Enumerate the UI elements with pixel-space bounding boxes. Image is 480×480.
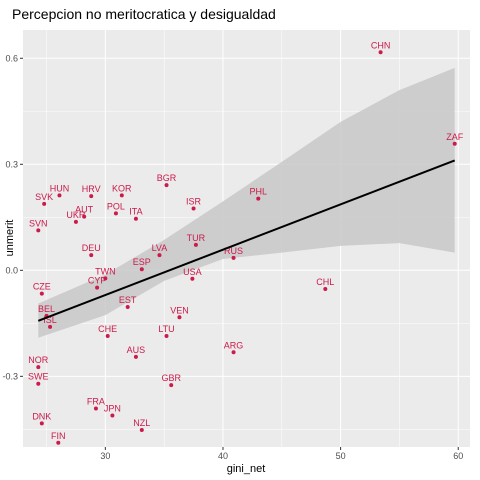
- point-phl: [256, 196, 261, 201]
- point-label-fra: FRA: [87, 396, 105, 406]
- data-points: [36, 50, 457, 445]
- point-label-rus: RUS: [224, 246, 243, 256]
- point-ven: [177, 315, 182, 320]
- x-tick-label-60: 60: [453, 451, 463, 461]
- x-tick-label-30: 30: [100, 451, 110, 461]
- point-gbr: [169, 383, 174, 388]
- point-label-zaf: ZAF: [446, 132, 464, 142]
- point-tur: [193, 242, 198, 247]
- point-label-esp: ESP: [133, 257, 151, 267]
- point-ita: [133, 216, 138, 221]
- point-label-ven: VEN: [170, 305, 189, 315]
- point-aut: [82, 214, 87, 219]
- point-hrv: [89, 194, 94, 199]
- point-chl: [323, 287, 328, 292]
- point-dnk: [39, 421, 44, 426]
- point-label-hun: HUN: [50, 183, 70, 193]
- point-ltu: [164, 334, 169, 339]
- point-usa: [190, 276, 195, 281]
- x-axis-title: gini_net: [227, 463, 266, 475]
- point-label-bgr: BGR: [157, 173, 177, 183]
- point-fra: [93, 406, 98, 411]
- point-label-usa: USA: [183, 267, 202, 277]
- y-axis-title: unmerit: [4, 220, 16, 257]
- point-label-chn: CHN: [371, 40, 391, 50]
- point-label-che: CHE: [98, 324, 117, 334]
- point-label-nor: NOR: [28, 355, 49, 365]
- point-label-swe: SWE: [28, 372, 49, 382]
- y-tick-label-1: 0.0: [5, 265, 18, 275]
- point-est: [125, 305, 130, 310]
- point-label-jpn: JPN: [104, 404, 121, 414]
- point-label-svn: SVN: [29, 218, 48, 228]
- x-axis-ticks: 30 40 50 60: [100, 447, 463, 461]
- point-nzl: [139, 428, 144, 433]
- y-axis-ticks: -0.3 0.0 0.3 0.6: [2, 53, 23, 381]
- point-label-kor: KOR: [112, 183, 132, 193]
- point-label-tur: TUR: [187, 233, 206, 243]
- point-zaf: [452, 141, 457, 146]
- point-label-dnk: DNK: [32, 411, 51, 421]
- point-label-isl: ISL: [43, 315, 57, 325]
- point-pol: [113, 211, 118, 216]
- point-chn: [378, 50, 383, 55]
- point-isr: [191, 206, 196, 211]
- regression-line: [37, 159, 456, 322]
- point-bgr: [164, 183, 169, 188]
- point-nor: [36, 365, 41, 370]
- point-aus: [133, 354, 138, 359]
- point-label-twn: TWN: [95, 266, 116, 276]
- point-label-aut: AUT: [75, 205, 94, 215]
- point-svk: [42, 201, 47, 206]
- chart-title: Percepcion no meritocratica y desigualda…: [12, 6, 276, 22]
- point-che: [105, 334, 110, 339]
- point-label-cze: CZE: [33, 282, 51, 292]
- point-jpn: [110, 413, 115, 418]
- point-hun: [57, 193, 62, 198]
- point-label-aus: AUS: [127, 345, 146, 355]
- point-kor: [119, 193, 124, 198]
- point-svn: [36, 228, 41, 233]
- point-lva: [157, 253, 162, 258]
- point-cyp: [95, 285, 100, 290]
- point-label-est: EST: [119, 295, 137, 305]
- x-tick-label-40: 40: [218, 451, 228, 461]
- y-tick-label-2: 0.3: [5, 159, 18, 169]
- point-swe: [36, 381, 41, 386]
- x-tick-label-50: 50: [336, 451, 346, 461]
- point-cze: [39, 291, 44, 296]
- point-isl: [48, 324, 53, 329]
- point-label-bel: BEL: [38, 304, 55, 314]
- point-label-fin: FIN: [51, 431, 66, 441]
- point-label-gbr: GBR: [161, 373, 181, 383]
- y-tick-label-3: 0.6: [5, 53, 18, 63]
- point-arg: [231, 350, 236, 355]
- point-esp: [139, 267, 144, 272]
- point-label-nzl: NZL: [133, 418, 150, 428]
- point-fin: [56, 440, 61, 445]
- point-label-ukr: UKR: [66, 210, 86, 220]
- point-label-phl: PHL: [250, 187, 268, 197]
- point-label-isr: ISR: [186, 196, 202, 206]
- point-label-chl: CHL: [316, 277, 334, 287]
- point-label-lva: LVA: [152, 243, 168, 253]
- point-rus: [231, 255, 236, 260]
- point-label-arg: ARG: [224, 340, 244, 350]
- point-label-cyp: CYP: [88, 276, 107, 286]
- point-label-svk: SVK: [35, 192, 53, 202]
- point-label-deu: DEU: [82, 243, 101, 253]
- point-ukr: [73, 219, 78, 224]
- point-labels: CHN ZAF HUN HRV KOR BGR PHL SVK AUT POL ISR UKR ITA S…: [28, 40, 464, 440]
- point-label-pol: POL: [107, 201, 125, 211]
- point-label-hrv: HRV: [82, 184, 101, 194]
- y-tick-label-0: -0.3: [2, 371, 18, 381]
- point-twn: [103, 276, 108, 281]
- point-label-ltu: LTU: [158, 324, 174, 334]
- point-deu: [89, 253, 94, 258]
- point-label-ita: ITA: [129, 207, 142, 217]
